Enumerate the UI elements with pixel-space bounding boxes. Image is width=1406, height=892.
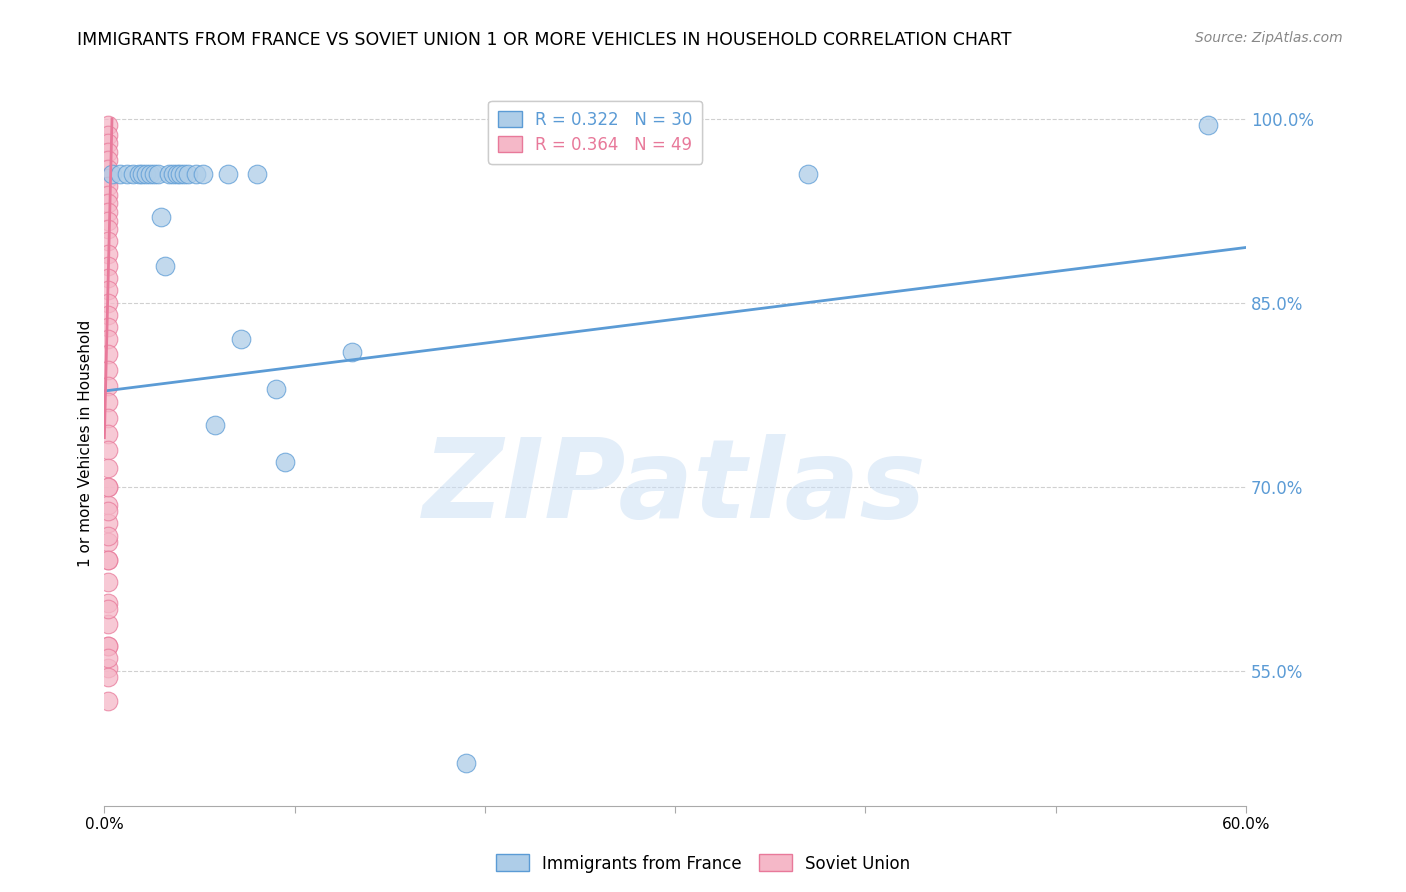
Point: [115, 167, 138, 181]
Point: [231, 333, 253, 347]
Point: [101, 167, 124, 181]
Point: [245, 167, 267, 181]
Point: [97, 529, 120, 543]
Point: [97, 553, 120, 567]
Point: [173, 167, 195, 181]
Point: [97, 347, 120, 361]
Point: [97, 639, 120, 653]
Point: [169, 167, 191, 181]
Point: [97, 575, 120, 590]
Point: [97, 118, 120, 132]
Point: [184, 167, 207, 181]
Point: [97, 363, 120, 377]
Point: [97, 411, 120, 425]
Point: [97, 617, 120, 632]
Point: [97, 196, 120, 211]
Point: [97, 480, 120, 494]
Point: [139, 167, 162, 181]
Point: [97, 426, 120, 441]
Point: [97, 161, 120, 176]
Point: [97, 308, 120, 322]
Point: [97, 379, 120, 393]
Point: [177, 167, 200, 181]
Point: [97, 259, 120, 273]
Point: [97, 205, 120, 219]
Point: [454, 756, 477, 770]
Point: [128, 167, 150, 181]
Point: [97, 187, 120, 202]
Point: [97, 320, 120, 334]
Point: [97, 395, 120, 409]
Y-axis label: 1 or more Vehicles in Household: 1 or more Vehicles in Household: [79, 320, 93, 567]
Point: [97, 651, 120, 665]
Point: [131, 167, 153, 181]
Point: [97, 153, 120, 168]
Point: [146, 167, 169, 181]
Point: [142, 167, 165, 181]
Point: [97, 498, 120, 512]
Point: [97, 661, 120, 675]
Point: [97, 213, 120, 227]
Text: IMMIGRANTS FROM FRANCE VS SOVIET UNION 1 OR MORE VEHICLES IN HOUSEHOLD CORRELATI: IMMIGRANTS FROM FRANCE VS SOVIET UNION 1…: [77, 31, 1012, 49]
Point: [97, 694, 120, 708]
Point: [97, 295, 120, 310]
Point: [97, 553, 120, 567]
Point: [155, 259, 177, 273]
Point: [97, 596, 120, 610]
Point: [97, 235, 120, 249]
Point: [162, 167, 184, 181]
Point: [264, 382, 287, 396]
Point: [797, 167, 820, 181]
Point: [166, 167, 188, 181]
Point: [97, 534, 120, 549]
Point: [122, 167, 145, 181]
Point: [340, 344, 363, 359]
Point: [204, 418, 226, 433]
Point: [97, 145, 120, 159]
Point: [217, 167, 239, 181]
Point: [97, 271, 120, 285]
Point: [108, 167, 131, 181]
Legend: R = 0.322   N = 30, R = 0.364   N = 49: R = 0.322 N = 30, R = 0.364 N = 49: [488, 101, 702, 164]
Point: [97, 480, 120, 494]
Point: [97, 442, 120, 457]
Point: [97, 670, 120, 684]
Point: [97, 136, 120, 151]
Point: [97, 179, 120, 194]
Point: [150, 210, 173, 224]
Point: [193, 167, 215, 181]
Point: [97, 333, 120, 347]
Point: [97, 222, 120, 236]
Point: [1197, 118, 1219, 132]
Point: [97, 639, 120, 653]
Point: [97, 504, 120, 518]
Text: Source: ZipAtlas.com: Source: ZipAtlas.com: [1195, 31, 1343, 45]
Point: [97, 170, 120, 185]
Point: [97, 461, 120, 475]
Point: [97, 284, 120, 298]
Point: [97, 246, 120, 260]
Legend: Immigrants from France, Soviet Union: Immigrants from France, Soviet Union: [489, 847, 917, 880]
Point: [97, 602, 120, 616]
Point: [274, 455, 297, 469]
Point: [135, 167, 157, 181]
Point: [97, 516, 120, 531]
Point: [157, 167, 180, 181]
Text: ZIPatlas: ZIPatlas: [423, 434, 927, 541]
Point: [97, 128, 120, 142]
